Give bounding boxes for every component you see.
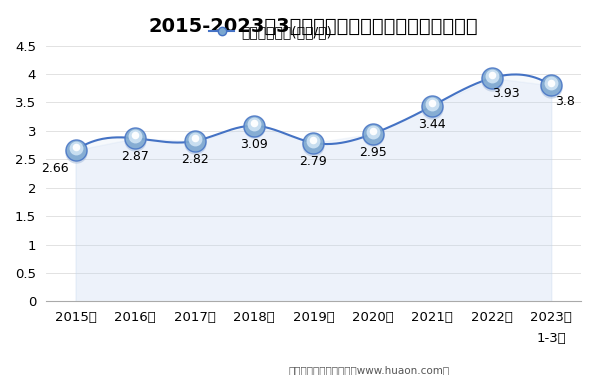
Text: 3.93: 3.93 — [492, 87, 520, 100]
Text: 3.09: 3.09 — [240, 138, 268, 151]
Text: 2.66: 2.66 — [41, 162, 69, 176]
Point — [487, 75, 496, 81]
Point — [249, 124, 259, 130]
Point — [547, 82, 556, 88]
Point — [547, 84, 556, 90]
Text: 2.87: 2.87 — [121, 150, 149, 164]
Point — [309, 140, 318, 146]
Point — [487, 73, 496, 79]
Point — [131, 135, 140, 141]
Title: 2015-2023年3月大连商品交易所豆粕期货成交均价: 2015-2023年3月大连商品交易所豆粕期货成交均价 — [148, 17, 478, 36]
Text: 3.8: 3.8 — [555, 95, 575, 108]
Point — [427, 101, 437, 107]
Point — [71, 147, 80, 153]
Point — [487, 77, 496, 83]
Legend: 期货成交均价(万元/手): 期货成交均价(万元/手) — [204, 19, 337, 44]
Point — [309, 137, 318, 143]
Point — [190, 138, 199, 144]
Point — [368, 128, 378, 134]
Point — [71, 145, 80, 151]
Point — [427, 100, 437, 106]
Text: 2.79: 2.79 — [300, 155, 327, 168]
Text: 制图：华经产业研究院（www.huaon.com）: 制图：华经产业研究院（www.huaon.com） — [289, 365, 450, 375]
Point — [309, 138, 318, 144]
Point — [368, 131, 378, 137]
Point — [190, 136, 199, 142]
Point — [131, 137, 140, 143]
Text: 1-3月: 1-3月 — [536, 332, 566, 345]
Point — [368, 129, 378, 135]
Point — [309, 141, 318, 147]
Point — [71, 149, 80, 155]
Text: 3.44: 3.44 — [418, 118, 446, 131]
Point — [547, 80, 556, 86]
Point — [249, 120, 259, 126]
Point — [427, 105, 437, 111]
Point — [131, 132, 140, 138]
Point — [190, 140, 199, 146]
Point — [487, 72, 496, 78]
Text: 2.82: 2.82 — [181, 153, 209, 166]
Point — [368, 132, 378, 138]
Point — [131, 133, 140, 139]
Point — [71, 144, 80, 150]
Point — [547, 80, 556, 86]
Point — [249, 121, 259, 127]
Text: 2.95: 2.95 — [359, 146, 387, 159]
Point — [249, 123, 259, 129]
Point — [427, 103, 437, 109]
Point — [190, 135, 199, 141]
